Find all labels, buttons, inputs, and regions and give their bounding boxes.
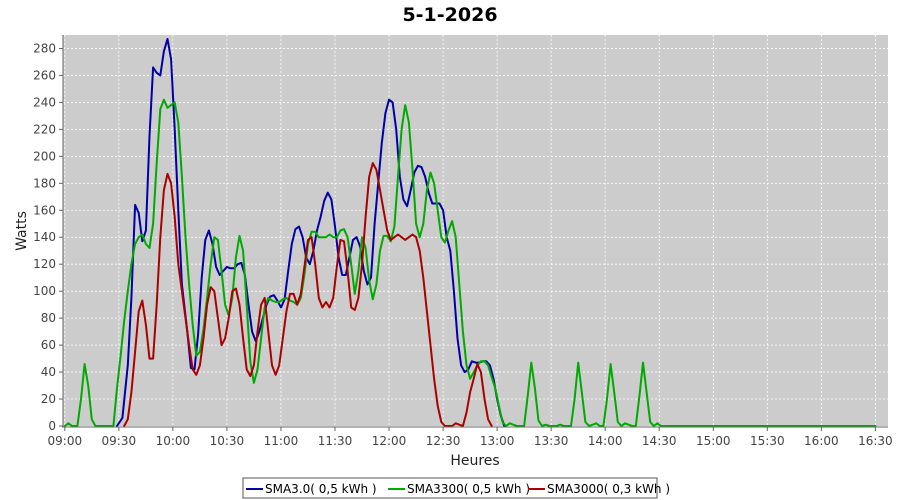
y-tick-label: 100	[33, 284, 56, 298]
x-tick-label: 11:30	[318, 434, 353, 448]
x-tick-label: 10:30	[210, 434, 245, 448]
x-axis-label: Heures	[450, 453, 499, 469]
y-tick-label: 240	[33, 95, 56, 109]
x-axis-ticks: 09:00 09:30 10:00 10:30 11:00 11:30 12:00 12:30…	[48, 427, 893, 448]
x-tick-label: 15:00	[696, 434, 731, 448]
x-tick-label: 13:30	[534, 434, 569, 448]
y-tick-label: 20	[41, 392, 56, 406]
y-tick-label: 40	[41, 365, 56, 379]
series-line-2	[63, 98, 877, 427]
y-tick-label: 180	[33, 176, 56, 190]
series-line-3	[123, 162, 493, 427]
y-tick-label: 160	[33, 203, 56, 217]
legend-label-3: SMA3000( 0,3 kWh )	[547, 482, 670, 496]
x-tick-label: 13:00	[480, 434, 515, 448]
x-tick-label: 14:30	[642, 434, 677, 448]
y-tick-label: 60	[41, 338, 56, 352]
legend-label-2: SMA3300( 0,5 kWh )	[407, 482, 530, 496]
y-tick-label: 120	[33, 257, 56, 271]
x-tick-label: 12:30	[426, 434, 461, 448]
x-tick-label: 12:00	[372, 434, 407, 448]
legend: SMA3.0( 0,5 kWh ) SMA3300( 0,5 kWh ) SMA30…	[242, 477, 670, 499]
legend-box	[242, 477, 658, 499]
x-tick-label: 14:00	[588, 434, 623, 448]
y-tick-label: 200	[33, 149, 56, 163]
x-tick-label: 11:00	[264, 434, 299, 448]
series-lines	[63, 38, 877, 427]
x-tick-label: 15:30	[750, 434, 785, 448]
y-tick-label: 260	[33, 68, 56, 82]
y-tick-label: 0	[48, 419, 56, 433]
x-tick-label: 16:30	[858, 434, 893, 448]
chart-title: 5-1-2026	[402, 4, 497, 26]
y-axis-ticks: 0 20 40 60 80 100 120 140 160 180 200 220 240 260 280	[33, 41, 63, 433]
y-tick-label: 80	[41, 311, 56, 325]
y-tick-label: 140	[33, 230, 56, 244]
y-tick-label: 280	[33, 41, 56, 55]
legend-label-1: SMA3.0( 0,5 kWh )	[265, 482, 377, 496]
x-tick-label: 09:30	[102, 434, 137, 448]
x-tick-label: 16:00	[804, 434, 839, 448]
y-tick-label: 220	[33, 122, 56, 136]
x-tick-label: 10:00	[156, 434, 191, 448]
y-axis-label: Watts	[14, 211, 30, 251]
x-tick-label: 09:00	[48, 434, 83, 448]
